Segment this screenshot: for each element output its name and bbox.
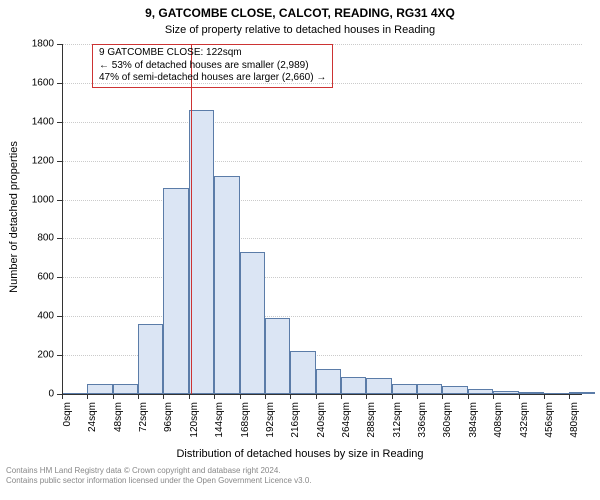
histogram-bar <box>214 176 239 394</box>
histogram-bar <box>442 386 467 394</box>
x-tick-label: 0sqm <box>62 402 73 452</box>
y-axis-line <box>62 44 63 394</box>
x-tick-label: 96sqm <box>163 402 174 452</box>
annotation-box: 9 GATCOMBE CLOSE: 122sqm← 53% of detache… <box>92 44 333 88</box>
histogram-bar <box>417 384 442 394</box>
x-tick-label: 432sqm <box>519 402 530 452</box>
y-tick-label: 1800 <box>0 39 54 50</box>
y-tick-label: 1600 <box>0 77 54 88</box>
x-tick-mark <box>519 394 520 399</box>
x-tick-mark <box>163 394 164 399</box>
x-tick-mark <box>468 394 469 399</box>
y-tick-label: 800 <box>0 233 54 244</box>
x-tick-mark <box>62 394 63 399</box>
x-tick-label: 360sqm <box>442 402 453 452</box>
chart-container: 9, GATCOMBE CLOSE, CALCOT, READING, RG31… <box>0 0 600 500</box>
x-tick-label: 264sqm <box>341 402 352 452</box>
marker-line <box>191 44 192 394</box>
annotation-line: 47% of semi-detached houses are larger (… <box>99 72 326 85</box>
y-axis-label: Number of detached properties <box>8 42 20 392</box>
histogram-bar <box>316 369 341 394</box>
x-tick-label: 120sqm <box>189 402 200 452</box>
x-tick-label: 336sqm <box>417 402 428 452</box>
histogram-bar <box>341 377 366 395</box>
x-tick-label: 288sqm <box>366 402 377 452</box>
histogram-bar <box>87 384 112 394</box>
x-tick-mark <box>366 394 367 399</box>
gridline <box>62 277 582 279</box>
x-tick-label: 384sqm <box>468 402 479 452</box>
histogram-bar <box>113 384 138 394</box>
x-tick-label: 192sqm <box>265 402 276 452</box>
x-tick-label: 480sqm <box>569 402 580 452</box>
x-tick-mark <box>417 394 418 399</box>
histogram-bar <box>265 318 290 394</box>
x-tick-mark <box>240 394 241 399</box>
plot-area <box>62 44 582 394</box>
gridline <box>62 161 582 163</box>
x-tick-mark <box>569 394 570 399</box>
x-tick-mark <box>341 394 342 399</box>
gridline <box>62 122 582 124</box>
footer: Contains HM Land Registry data © Crown c… <box>6 466 312 485</box>
chart-title-line2: Size of property relative to detached ho… <box>0 24 600 36</box>
chart-title-line1: 9, GATCOMBE CLOSE, CALCOT, READING, RG31… <box>0 6 600 20</box>
y-tick-label: 1400 <box>0 116 54 127</box>
y-tick-label: 1200 <box>0 155 54 166</box>
y-tick-label: 200 <box>0 350 54 361</box>
x-tick-label: 168sqm <box>240 402 251 452</box>
histogram-bar <box>366 378 391 394</box>
footer-line1: Contains HM Land Registry data © Crown c… <box>6 466 312 476</box>
x-tick-label: 456sqm <box>544 402 555 452</box>
y-tick-label: 0 <box>0 389 54 400</box>
x-tick-label: 216sqm <box>290 402 301 452</box>
histogram-bar <box>138 324 163 394</box>
annotation-line: ← 53% of detached houses are smaller (2,… <box>99 60 326 73</box>
y-tick-label: 600 <box>0 272 54 283</box>
x-tick-label: 312sqm <box>392 402 403 452</box>
y-tick-label: 400 <box>0 311 54 322</box>
histogram-bar <box>189 110 214 394</box>
x-tick-mark <box>87 394 88 399</box>
footer-line2: Contains public sector information licen… <box>6 476 312 486</box>
x-tick-mark <box>442 394 443 399</box>
x-tick-mark <box>493 394 494 399</box>
y-tick-label: 1000 <box>0 194 54 205</box>
x-tick-label: 48sqm <box>113 402 124 452</box>
histogram-bar <box>290 351 315 394</box>
annotation-line: 9 GATCOMBE CLOSE: 122sqm <box>99 47 326 60</box>
x-tick-label: 24sqm <box>87 402 98 452</box>
x-tick-label: 240sqm <box>316 402 327 452</box>
gridline <box>62 200 582 202</box>
x-tick-mark <box>265 394 266 399</box>
x-tick-label: 72sqm <box>138 402 149 452</box>
x-tick-mark <box>138 394 139 399</box>
gridline <box>62 238 582 240</box>
histogram-bar <box>240 252 265 394</box>
histogram-bar <box>392 384 417 394</box>
x-tick-mark <box>392 394 393 399</box>
x-axis-line <box>62 394 582 395</box>
x-tick-label: 408sqm <box>493 402 504 452</box>
x-tick-mark <box>113 394 114 399</box>
x-tick-mark <box>544 394 545 399</box>
x-tick-mark <box>214 394 215 399</box>
gridline <box>62 316 582 318</box>
x-tick-mark <box>316 394 317 399</box>
x-tick-label: 144sqm <box>214 402 225 452</box>
x-tick-mark <box>290 394 291 399</box>
histogram-bar <box>163 188 188 394</box>
x-tick-mark <box>189 394 190 399</box>
